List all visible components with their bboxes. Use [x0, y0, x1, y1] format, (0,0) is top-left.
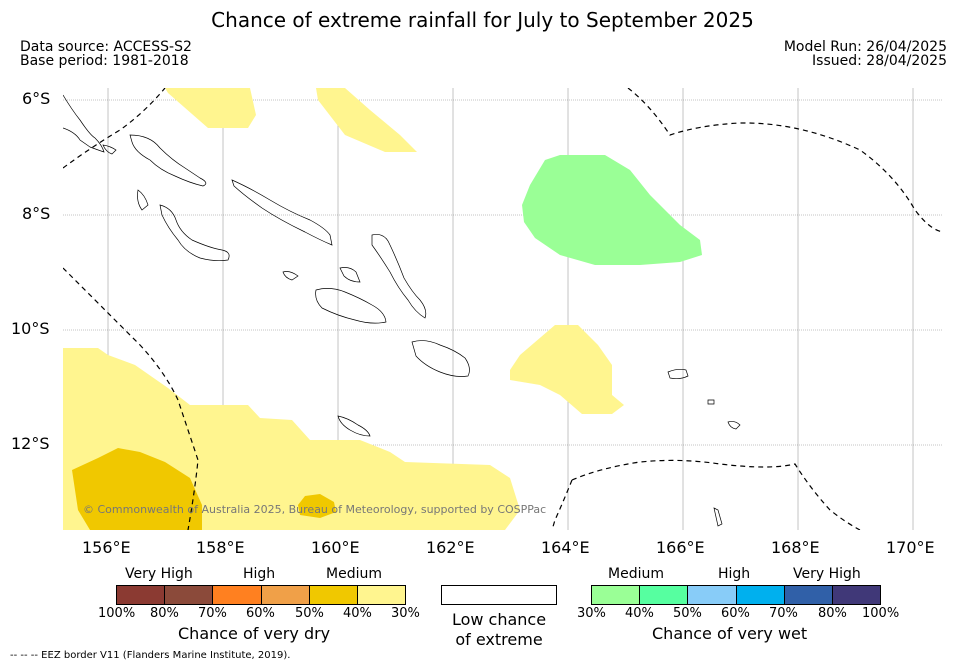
vanikoro-island — [727, 421, 741, 430]
santa-isabel-extra — [137, 189, 149, 211]
wet-colorbar — [591, 585, 881, 605]
dry-swatch-50-40 — [309, 586, 358, 604]
lon-label-168e: 168°E — [771, 538, 820, 557]
issued-date: Issued: 28/04/2025 — [812, 53, 947, 69]
small-islet-a — [707, 399, 715, 405]
dry-tick-50: 50% — [295, 606, 324, 621]
land-outlines — [63, 94, 741, 527]
neutral-label-line1: Low chance — [451, 610, 547, 629]
wet-legend-title: Chance of very wet — [652, 624, 808, 643]
wet-swatch-40-50 — [640, 586, 689, 604]
wet-swatch-80-100 — [832, 586, 881, 604]
dry-gold-areas — [72, 448, 336, 530]
meta-right: Model Run: 26/04/2025 Issued: 28/04/2025 — [784, 40, 947, 68]
copyright-notice: © Commonwealth of Australia 2025, Bureau… — [83, 503, 547, 516]
lon-label-162e: 162°E — [426, 538, 475, 557]
wet-tick-70: 70% — [769, 606, 798, 621]
wet-tick-50: 50% — [673, 606, 702, 621]
small-islet-c — [102, 144, 117, 155]
data-source: Data source: ACCESS-S2 — [20, 39, 192, 55]
wet-tick-80: 80% — [818, 606, 847, 621]
wet-tick-40: 40% — [625, 606, 654, 621]
dry-heading-high: High — [243, 566, 276, 582]
dry-swatch-60-50 — [261, 586, 310, 604]
base-period: Base period: 1981-2018 — [20, 53, 189, 69]
dry-area-north-a — [165, 88, 256, 128]
dry-area-north-b — [316, 88, 417, 152]
dry-gold-area-b — [298, 494, 336, 518]
dry-tick-30: 30% — [391, 606, 420, 621]
dry-tick-80: 80% — [150, 606, 179, 621]
rennell-island — [337, 415, 371, 437]
lon-label-164e: 164°E — [541, 538, 590, 557]
eez-border-north-east — [627, 88, 943, 233]
dry-tick-100: 100% — [98, 606, 136, 621]
lon-label-158e: 158°E — [196, 538, 245, 557]
wet-heading-high: High — [718, 566, 751, 582]
eez-footnote: -- -- -- EEZ border V11 (Flanders Marine… — [10, 650, 291, 661]
dry-tick-70: 70% — [198, 606, 227, 621]
neutral-label-line2: of extreme — [455, 630, 543, 649]
map-title: Chance of extreme rainfall for July to S… — [211, 8, 754, 32]
new-georgia-group — [159, 204, 230, 262]
map-area — [63, 88, 943, 530]
wet-heading-very-high: Very High — [793, 566, 861, 582]
meta-left: Data source: ACCESS-S2 Base period: 1981… — [20, 40, 192, 68]
wet-swatch-50-60 — [688, 586, 737, 604]
eez-border-south-mid — [551, 479, 573, 530]
lon-label-166e: 166°E — [656, 538, 705, 557]
eez-border-north-png — [63, 88, 166, 169]
dry-swatch-100-80 — [117, 586, 166, 604]
dry-heading-very-high: Very High — [125, 566, 193, 582]
dry-colorbar — [116, 585, 406, 605]
eez-border-south-east — [571, 459, 861, 530]
dry-swatch-40-30 — [357, 586, 406, 604]
lon-label-156e: 156°E — [82, 538, 131, 557]
wet-tick-30: 30% — [577, 606, 606, 621]
wet-tick-100: 100% — [862, 606, 900, 621]
lat-label-6s: 6°S — [22, 89, 51, 108]
model-run: Model Run: 26/04/2025 — [783, 39, 947, 55]
malaita-island — [371, 234, 427, 319]
santa-cruz-islands — [667, 368, 689, 380]
lon-label-160e: 160°E — [311, 538, 360, 557]
makira-island — [411, 340, 470, 377]
island-chain-1 — [129, 134, 207, 187]
guadalcanal-island — [315, 288, 387, 324]
dry-swatch-80-70 — [165, 586, 214, 604]
wet-medium-area — [522, 155, 702, 265]
dry-area-east — [510, 325, 624, 414]
lon-label-170e: 170°E — [886, 538, 935, 557]
neutral-swatch — [441, 585, 557, 605]
eez-border-west — [63, 267, 199, 530]
dry-legend-title: Chance of very dry — [178, 624, 331, 643]
dry-swatch-70-60 — [213, 586, 262, 604]
wet-swatch-60-70 — [736, 586, 785, 604]
dry-tick-40: 40% — [343, 606, 372, 621]
russell-islands — [282, 271, 299, 281]
lat-label-8s: 8°S — [22, 204, 51, 223]
choiseul-island — [231, 179, 333, 246]
dry-gold-area-a — [72, 448, 202, 530]
wet-tick-60: 60% — [721, 606, 750, 621]
florida-islands — [339, 267, 361, 283]
lat-label-12s: 12°S — [11, 434, 50, 453]
wet-heading-medium: Medium — [608, 566, 664, 582]
eez-borders — [63, 88, 943, 530]
dry-heading-medium: Medium — [326, 566, 382, 582]
lat-label-10s: 10°S — [11, 319, 50, 338]
bougainville-island — [63, 94, 105, 153]
small-islet-b — [713, 507, 723, 527]
wet-swatch-70-80 — [784, 586, 833, 604]
wet-swatch-30-40 — [592, 586, 641, 604]
dry-tick-60: 60% — [246, 606, 275, 621]
